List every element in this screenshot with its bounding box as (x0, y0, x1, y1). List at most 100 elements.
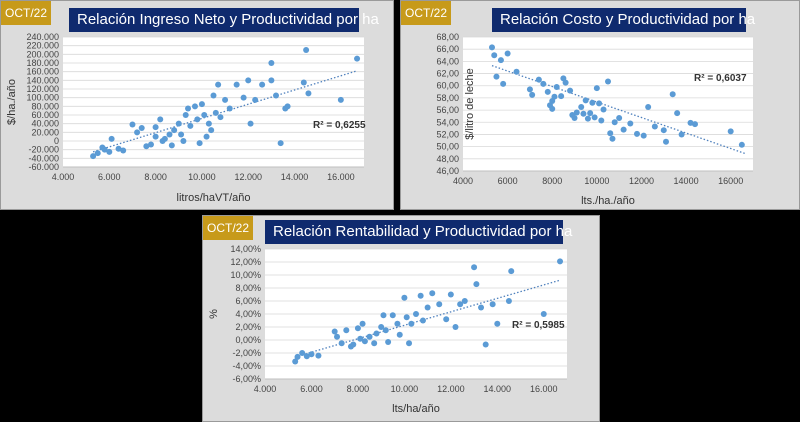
y-tick-label: -6,00% (232, 374, 261, 384)
x-tick-label: 16.000 (530, 384, 558, 394)
plot-area (463, 37, 753, 171)
date-badge: OCT/22 (1, 1, 51, 25)
data-point (361, 338, 368, 345)
data-point (101, 146, 108, 153)
data-point (596, 100, 603, 107)
data-point (627, 120, 634, 127)
data-point (294, 353, 301, 360)
data-point (182, 112, 189, 118)
data-point (185, 105, 192, 112)
data-point (562, 79, 569, 86)
data-point (331, 328, 338, 335)
data-point (389, 312, 396, 319)
data-point (500, 80, 507, 87)
data-point (168, 142, 175, 149)
data-point (424, 304, 431, 311)
data-point (382, 327, 389, 334)
x-axis-label: lts/ha/año (392, 403, 440, 415)
data-point (308, 351, 315, 358)
data-point (187, 122, 194, 129)
data-point (609, 135, 616, 142)
data-point (245, 77, 252, 84)
y-tick-label: -60.000 (28, 162, 59, 172)
data-point (497, 57, 504, 64)
y-tick-label: 14,00% (230, 244, 261, 254)
data-point (471, 264, 478, 271)
data-point (582, 97, 589, 104)
data-point (544, 88, 551, 95)
data-point (557, 258, 564, 265)
data-point (259, 81, 266, 88)
data-point (489, 301, 496, 308)
data-point (273, 92, 280, 99)
data-point (408, 320, 415, 327)
data-point (359, 320, 366, 327)
y-tick-label: 4,00% (235, 309, 261, 319)
data-point (607, 130, 614, 137)
data-point (663, 138, 669, 145)
y-tick-label: 46,00 (436, 166, 459, 176)
data-point (303, 353, 310, 360)
data-point (660, 127, 667, 134)
data-point (385, 338, 392, 345)
chart-plot-costo: 46,00 48,00 50,00 52,00 54,00 56,00 58,00 60,00… (436, 32, 753, 207)
data-point (452, 324, 459, 330)
data-point (175, 120, 182, 127)
data-point (378, 324, 385, 330)
data-point (152, 133, 159, 140)
data-point (529, 91, 536, 98)
data-point (380, 312, 387, 319)
y-tick-label: -40.000 (28, 153, 59, 163)
y-tick-label: 2,00% (235, 322, 261, 332)
data-point (461, 298, 468, 304)
data-point (429, 290, 436, 297)
data-point (194, 116, 201, 123)
data-point (436, 301, 443, 308)
data-point (406, 340, 413, 347)
data-point (147, 141, 154, 148)
data-point (180, 138, 187, 144)
data-point (727, 128, 734, 135)
data-point (598, 117, 605, 124)
data-point (166, 131, 173, 138)
data-point (513, 68, 520, 75)
x-tick-label: 6000 (498, 176, 518, 186)
y-tick-label: -2,00% (232, 348, 261, 358)
y-tick-label: 50,00 (436, 142, 459, 152)
x-tick-label: 10.000 (391, 384, 419, 394)
y-tick-label: 66,00 (436, 44, 459, 54)
data-point (549, 105, 556, 112)
data-point (587, 110, 594, 117)
data-point (366, 333, 373, 340)
data-point (482, 341, 489, 348)
data-point (553, 83, 560, 90)
x-tick-label: 8000 (542, 176, 562, 186)
chart-plot-ingreso: -60.000-40.000-20.000020.00040.00060.000… (6, 32, 366, 204)
data-point (558, 93, 565, 100)
data-point (651, 123, 658, 130)
x-tick-label: 4000 (453, 176, 473, 186)
data-point (505, 298, 512, 304)
data-point (252, 96, 259, 103)
y-tick-label: -4,00% (232, 361, 261, 371)
data-point (678, 131, 685, 138)
chart-title: Relación Rentabilidad y Productividad po… (265, 220, 572, 244)
r-squared-label: R² = 0,6255 (313, 120, 366, 131)
data-point (540, 80, 547, 87)
data-point (457, 301, 464, 308)
y-tick-label: 52,00 (436, 129, 459, 139)
x-tick-label: 12000 (629, 176, 654, 186)
data-point (611, 119, 618, 126)
data-point (215, 81, 222, 88)
y-tick-label: 10,00% (230, 270, 261, 280)
data-point (489, 44, 495, 51)
data-point (210, 92, 217, 99)
y-tick-label: 200.000 (26, 49, 59, 59)
data-point (337, 96, 344, 103)
y-tick-label: 12,00% (230, 257, 261, 267)
y-tick-label: 60.000 (31, 110, 59, 120)
x-tick-label: 16000 (718, 176, 743, 186)
data-point (620, 126, 627, 133)
data-point (540, 311, 547, 317)
data-point (208, 127, 215, 134)
